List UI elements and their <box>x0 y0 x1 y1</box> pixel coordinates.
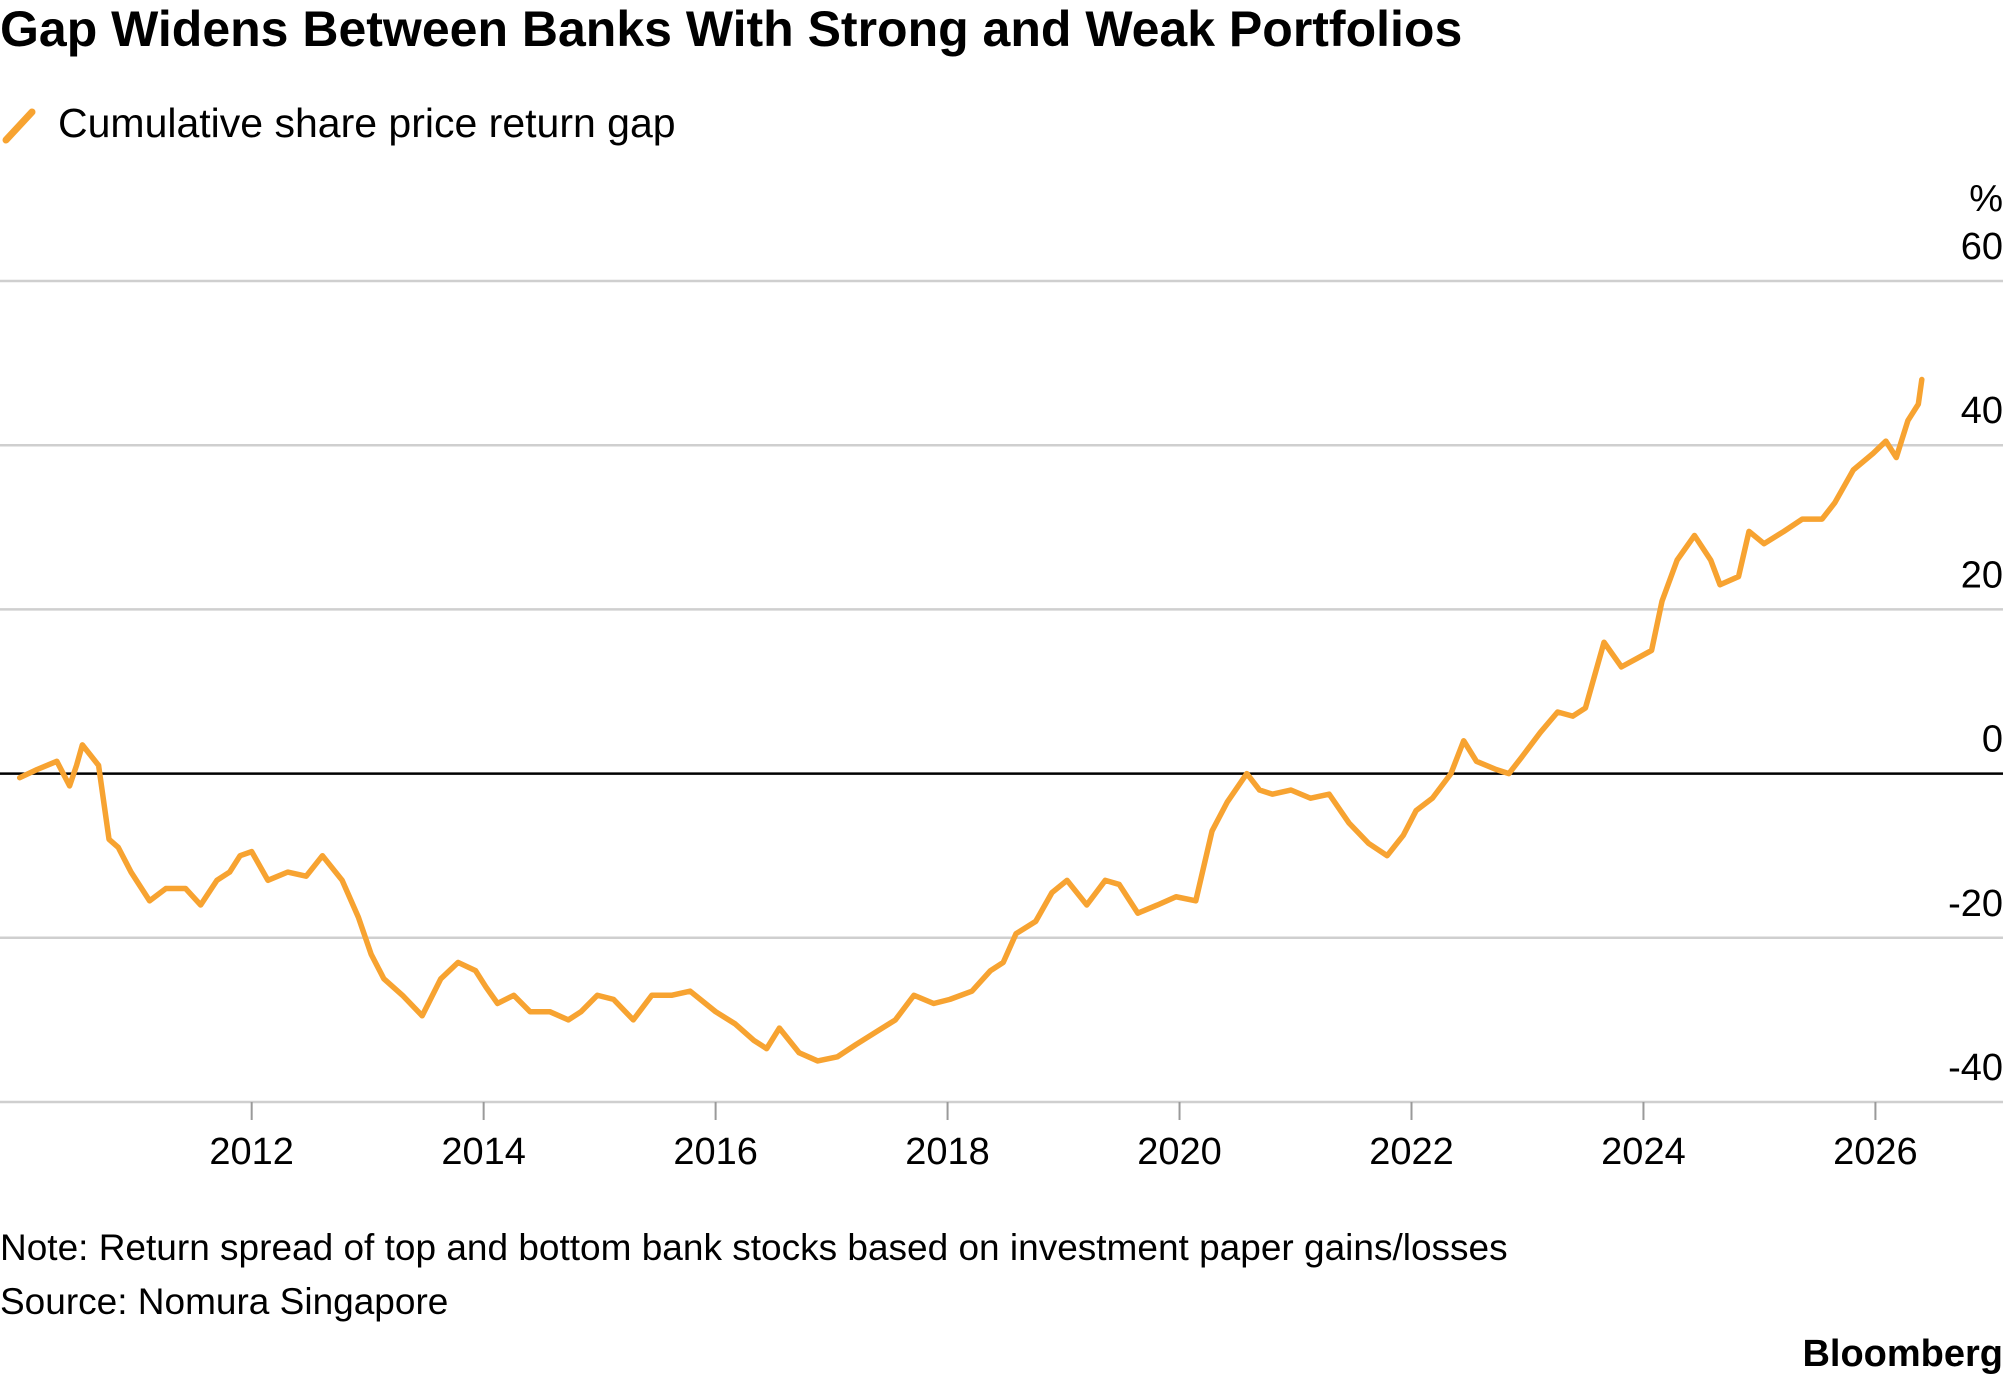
source: Source: Nomura Singapore <box>0 1281 448 1322</box>
y-tick-label: 40 <box>1961 390 2003 432</box>
x-tick-label: 2018 <box>905 1131 990 1173</box>
x-tick-label: 2012 <box>209 1131 294 1173</box>
y-tick-label: -20 <box>1948 883 2003 925</box>
y-tick-label: -40 <box>1948 1047 2003 1089</box>
x-tick-label: 2022 <box>1369 1131 1454 1173</box>
legend-label: Cumulative share price return gap <box>58 100 676 146</box>
note: Note: Return spread of top and bottom ba… <box>0 1227 1508 1268</box>
y-tick-label: 0 <box>1982 719 2003 761</box>
x-tick-label: 2016 <box>673 1131 758 1173</box>
legend-swatch <box>2 108 36 144</box>
y-unit: % <box>1969 178 2003 220</box>
chart-title: Gap Widens Between Banks With Strong and… <box>0 1 1462 57</box>
y-tick-label: 20 <box>1961 554 2003 596</box>
y-tick-label: 60 <box>1961 226 2003 268</box>
brand: Bloomberg <box>1802 1333 2003 1375</box>
plot-area <box>16 376 1925 1064</box>
x-tick-label: 2024 <box>1601 1131 1686 1173</box>
grid: -40 -20 0 20 40 60 2012 2014 2016 2018 2020 2022 202… <box>0 226 2003 1173</box>
x-tick-label: 2026 <box>1833 1131 1918 1173</box>
data-line <box>16 376 1925 1064</box>
x-tick-label: 2020 <box>1137 1131 1222 1173</box>
x-tick-label: 2014 <box>441 1131 526 1173</box>
